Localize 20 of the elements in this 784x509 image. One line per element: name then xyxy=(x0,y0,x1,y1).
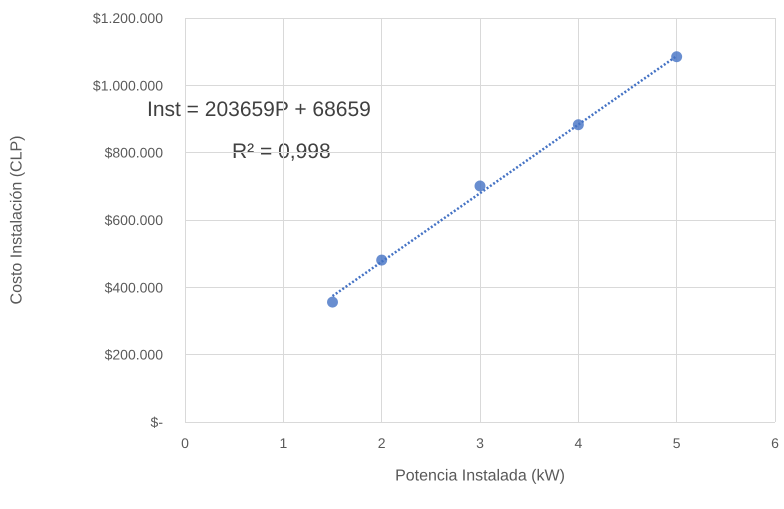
point xyxy=(327,296,338,308)
x-tick-label: 6 xyxy=(771,435,780,451)
x-tick-label: 2 xyxy=(378,435,386,451)
x-tick-label: 0 xyxy=(181,435,190,451)
y-axis-title: Costo Instalación (CLP) xyxy=(8,136,26,304)
x-tick-label: 1 xyxy=(279,435,288,451)
annotation: Inst = 203659P + 68659 xyxy=(147,98,371,121)
y-tick-label: $400.000 xyxy=(104,279,164,296)
y-tick-label: $800.000 xyxy=(104,144,164,161)
x-tick-label: 3 xyxy=(476,435,484,451)
x-tick-label: 5 xyxy=(672,435,681,451)
x-axis-title: Potencia Instalada (kW) xyxy=(395,468,565,484)
x-tick-label: 4 xyxy=(574,435,582,451)
y-tick-label: $200.000 xyxy=(104,346,164,363)
point xyxy=(671,51,682,62)
y-tick-label: $1.200.000 xyxy=(92,10,164,26)
y-tick-label: $1.000.000 xyxy=(92,77,164,94)
y-tick-label: $- xyxy=(150,414,164,430)
point xyxy=(474,180,486,192)
y-tick-label: $600.000 xyxy=(104,212,164,228)
